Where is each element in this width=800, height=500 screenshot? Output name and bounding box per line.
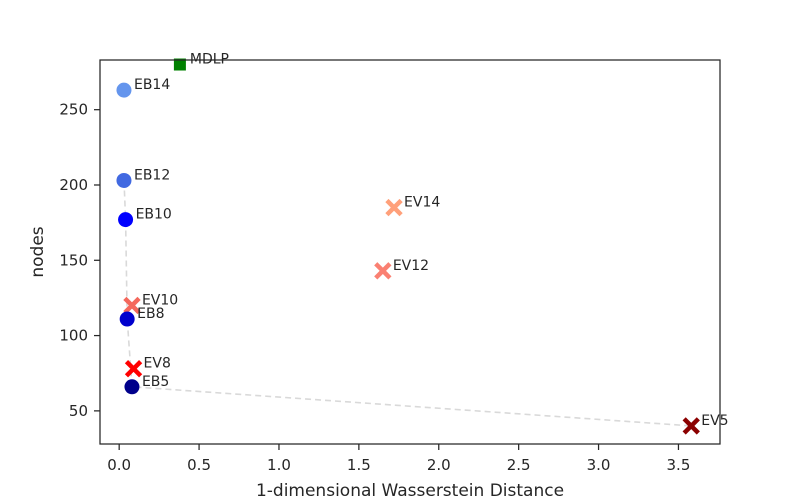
x-tick-label: 0.0	[107, 456, 131, 474]
y-tick-label: 150	[59, 251, 88, 269]
point-ev5-label: EV5	[701, 413, 728, 429]
y-tick-label: 100	[59, 327, 88, 345]
point-mdlp-marker	[173, 58, 186, 71]
point-ev14-label: EV14	[404, 195, 440, 211]
x-tick-label: 3.0	[587, 456, 611, 474]
point-ev5-marker	[682, 417, 700, 435]
x-axis-label: 1-dimensional Wasserstein Distance	[256, 481, 564, 500]
point-ev14-marker	[385, 198, 403, 217]
x-tick-label: 1.0	[267, 456, 291, 474]
point-eb5-label: EB5	[142, 374, 169, 390]
x-tick-label: 2.0	[427, 456, 451, 474]
x-tick-label: 0.5	[187, 456, 211, 474]
point-eb8-marker	[119, 311, 135, 327]
x-tick-label: 2.5	[507, 456, 531, 474]
y-tick-label: 200	[59, 176, 88, 194]
point-eb12-label: EB12	[134, 167, 170, 183]
point-eb10-marker	[118, 212, 134, 228]
point-eb8-label: EB8	[137, 306, 164, 322]
x-tick-label: 3.5	[667, 456, 691, 474]
y-tick-label: 50	[69, 402, 88, 420]
point-ev12-marker	[374, 262, 392, 280]
point-eb5-marker	[124, 379, 140, 395]
x-tick-label: 1.5	[347, 456, 371, 474]
point-eb14-label: EB14	[134, 77, 170, 93]
plot-frame	[99, 59, 721, 445]
point-ev8-label: EV8	[144, 356, 171, 372]
point-ev10-marker	[123, 296, 141, 315]
point-eb14-marker	[116, 82, 132, 98]
point-eb12-marker	[116, 172, 132, 188]
y-tick-label: 250	[59, 101, 88, 119]
y-axis-label: nodes	[28, 226, 48, 277]
pareto-front-line	[123, 180, 692, 427]
point-ev10-label: EV10	[142, 292, 178, 308]
point-ev12-label: EV12	[393, 258, 429, 274]
point-eb10-label: EB10	[136, 207, 172, 223]
point-ev8-marker	[124, 360, 143, 378]
